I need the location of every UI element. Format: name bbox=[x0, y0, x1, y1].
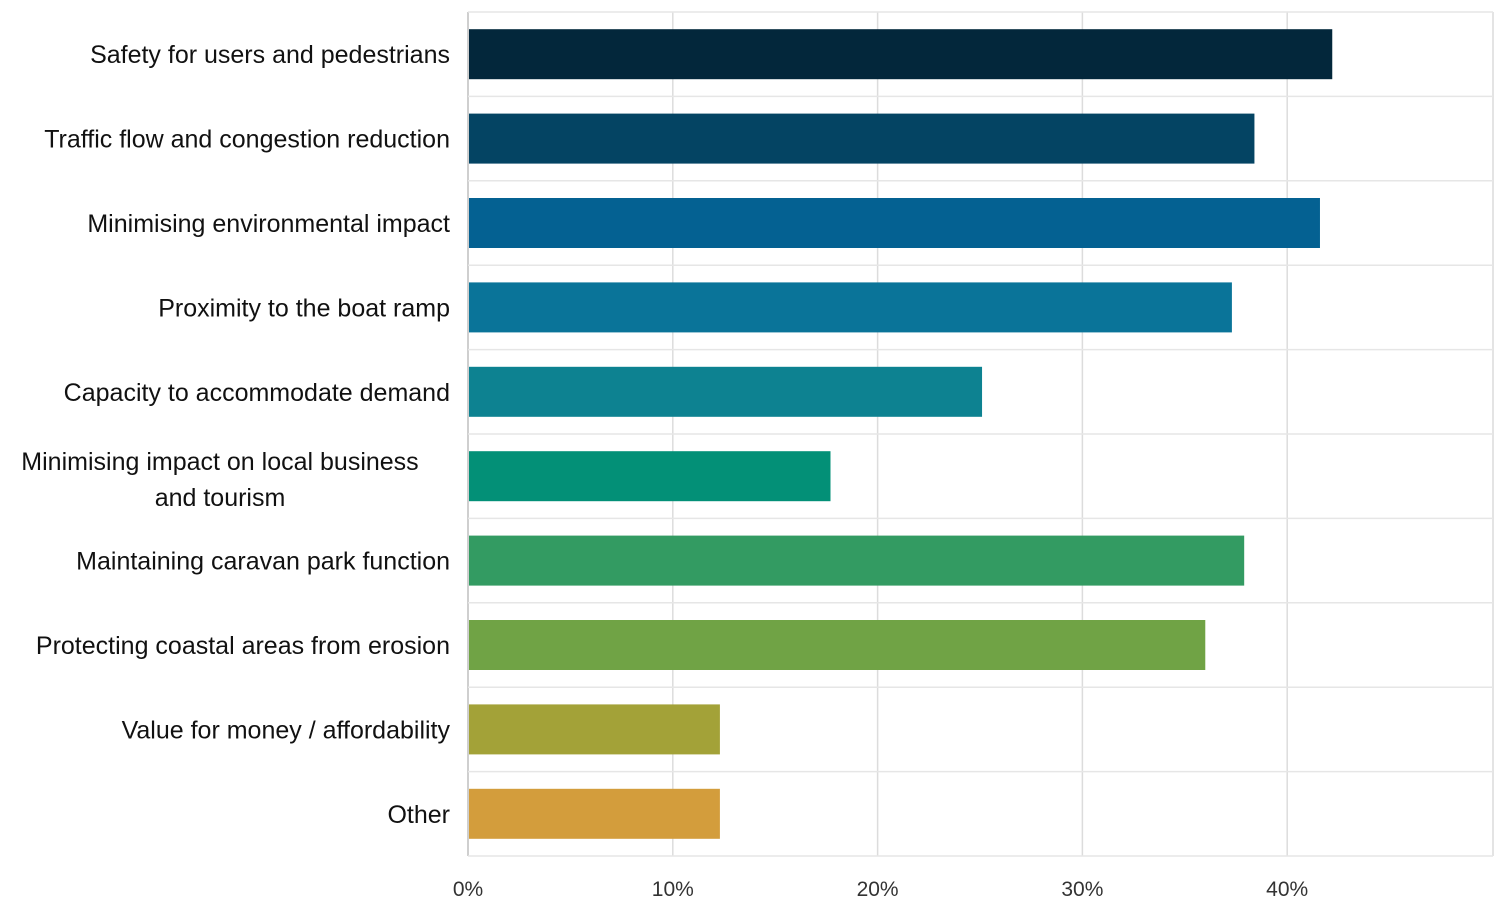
bar bbox=[469, 366, 983, 417]
category-label: Capacity to accommodate demand bbox=[64, 379, 450, 407]
x-tick-label: 10% bbox=[652, 878, 694, 900]
category-label: Safety for users and pedestrians bbox=[90, 41, 450, 69]
category-label: Traffic flow and congestion reduction bbox=[44, 126, 450, 154]
category-label: Value for money / affordability bbox=[122, 716, 451, 744]
category-label: Protecting coastal areas from erosion bbox=[36, 632, 450, 660]
bar bbox=[469, 198, 1320, 248]
bar bbox=[469, 282, 1232, 333]
bar bbox=[469, 620, 1206, 670]
x-tick-label: 0% bbox=[453, 878, 483, 900]
bars-layer bbox=[469, 29, 1333, 839]
x-tick-label: 40% bbox=[1266, 878, 1308, 900]
grid-layer bbox=[467, 11, 1494, 857]
category-label: Minimising environmental impact bbox=[87, 210, 450, 238]
category-label: Minimising impact on local business and t… bbox=[21, 448, 418, 512]
bar bbox=[469, 535, 1245, 586]
category-label: Maintaining caravan park function bbox=[76, 548, 450, 576]
x-tick-label: 20% bbox=[857, 878, 899, 900]
x-axis-tick-labels: 0% 10% 20% 30% 40% bbox=[453, 878, 1308, 900]
x-tick-label: 30% bbox=[1061, 878, 1103, 900]
category-labels: Safety for users and pedestrians Traffic … bbox=[21, 41, 450, 829]
bar bbox=[469, 451, 831, 502]
bar bbox=[469, 788, 720, 839]
bar bbox=[469, 29, 1333, 80]
category-label: Other bbox=[387, 801, 450, 829]
bar bbox=[469, 704, 720, 755]
category-label: Proximity to the boat ramp bbox=[158, 294, 450, 322]
bar bbox=[469, 113, 1255, 164]
